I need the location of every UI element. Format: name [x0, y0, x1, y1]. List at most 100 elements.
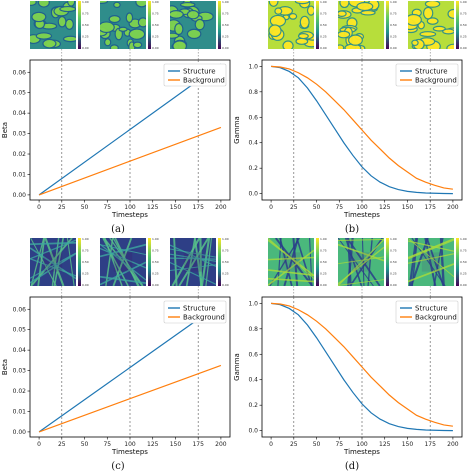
- series-line-background: [271, 65, 453, 190]
- x-tick-label: 200: [447, 204, 459, 211]
- cell-blob: [297, 33, 309, 40]
- subfigure-caption: (a): [111, 224, 125, 235]
- series-line-structure: [271, 65, 453, 195]
- cell-blob: [338, 30, 351, 39]
- colorbar: [456, 1, 459, 49]
- heatmap-thumbnail: 1.00 0.75 0.50 0.25 0.00: [30, 237, 89, 287]
- y-tick-label: 0.03: [13, 368, 27, 375]
- x-tick-label: 75: [335, 441, 343, 448]
- y-tick-label: 0.00: [13, 192, 27, 199]
- thumbnail-shade: [421, 252, 441, 272]
- heatmap-thumbnail: 1.00 0.75 0.50 0.25 0.00: [408, 0, 467, 50]
- colorbar-tick-label: 1.00: [152, 237, 159, 241]
- colorbar-tick-label: 0.75: [152, 12, 159, 16]
- colorbar-tick-label: 0.25: [460, 272, 467, 276]
- cell-blob: [170, 32, 180, 39]
- colorbar-tick-label: 0.50: [222, 23, 229, 27]
- colorbar: [316, 1, 319, 49]
- vessel-line: [178, 238, 210, 286]
- y-tick-label: 0.05: [13, 327, 27, 334]
- colorbar-tick-label: 1.00: [82, 237, 89, 241]
- cell-blob: [186, 28, 202, 40]
- cell-blob: [424, 1, 441, 8]
- thumbnail-content: [268, 1, 314, 49]
- x-tick-label: 150: [402, 441, 414, 448]
- colorbar-tick-label: 0.00: [390, 283, 397, 287]
- legend-label: Structure: [183, 68, 216, 76]
- colorbar-tick-label: 1.00: [82, 0, 89, 4]
- x-tick-label: 150: [402, 204, 414, 211]
- cell-blob: [306, 5, 314, 16]
- x-tick-label: 25: [290, 441, 298, 448]
- cell-blob: [179, 1, 196, 8]
- vessel-line: [410, 238, 429, 286]
- chart-panel-b: 1.000.750.500.250.00 1.000.750.500.250.00…: [233, 0, 467, 235]
- y-tick-label: 0.6: [248, 114, 258, 121]
- y-tick-label: 0.8: [248, 326, 258, 333]
- cell-blob: [137, 17, 146, 28]
- thumbnail-content: [100, 238, 146, 286]
- colorbar-tick-label: 0.00: [320, 46, 327, 50]
- vessel-line: [344, 238, 363, 286]
- y-tick-label: 0.6: [248, 351, 258, 358]
- colorbar-tick-label: 0.25: [82, 272, 89, 276]
- thumbnail-shade: [183, 252, 203, 272]
- y-tick-label: 0.02: [13, 151, 27, 158]
- legend-label: Background: [183, 77, 225, 85]
- cell-blob: [274, 7, 283, 15]
- colorbar-tick-label: 0.75: [390, 12, 397, 16]
- x-tick-label: 25: [290, 204, 298, 211]
- colorbar-tick-label: 0.25: [460, 35, 467, 39]
- colorbar-tick-label: 0.75: [320, 249, 327, 253]
- y-tick-label: 0.2: [248, 165, 258, 172]
- cell-blob: [299, 15, 310, 29]
- vessel-branch: [170, 261, 216, 285]
- colorbar: [456, 238, 459, 286]
- heatmap-thumbnail: 1.00 0.75 0.50 0.25 0.00: [268, 0, 327, 50]
- cell-blob: [186, 9, 200, 20]
- x-tick-label: 25: [58, 441, 66, 448]
- heatmap-thumbnail: 1.00 0.75 0.50 0.25 0.00: [268, 237, 327, 287]
- legend-label: Structure: [415, 68, 448, 76]
- vessel-branch: [30, 241, 76, 246]
- vessel-line: [171, 238, 201, 286]
- vessel-branch: [170, 264, 216, 272]
- heatmap-thumbnail: 1.00 0.75 0.50 0.25 0.00: [100, 0, 159, 50]
- vessel-branch: [408, 253, 454, 264]
- legend-label: Background: [415, 314, 457, 322]
- colorbar-tick-label: 0.50: [390, 260, 397, 264]
- chart-panel-d: 1.000.750.500.250.001.000.750.500.250.00…: [233, 237, 467, 472]
- thumbnail-content: [338, 1, 384, 49]
- colorbar-tick-label: 0.75: [390, 249, 397, 253]
- colorbar-tick-label: 0.50: [82, 23, 89, 27]
- colorbar: [78, 238, 81, 286]
- colorbar-tick-label: 0.75: [460, 12, 467, 16]
- y-tick-label: 0.04: [13, 110, 27, 117]
- vessel-branch: [408, 240, 454, 252]
- legend-label: Background: [183, 314, 225, 322]
- x-tick-label: 150: [170, 204, 182, 211]
- cell-blob: [338, 10, 347, 17]
- vessel-branch: [338, 279, 384, 286]
- cell-blob: [67, 1, 76, 7]
- cell-blob: [411, 39, 419, 47]
- vessel-line: [296, 238, 313, 286]
- cell-blob: [360, 9, 376, 16]
- colorbar-tick-label: 0.25: [82, 35, 89, 39]
- cell-blob: [338, 44, 345, 49]
- colorbar-tick-label: 0.25: [320, 272, 327, 276]
- y-tick-label: 0.2: [248, 402, 258, 409]
- cell-blob: [294, 1, 310, 5]
- legend-label: Structure: [183, 305, 216, 313]
- y-tick-label: 0.02: [13, 388, 27, 395]
- vessel-branch: [30, 252, 76, 279]
- vessel-branch: [100, 243, 146, 281]
- cell-blob: [128, 28, 146, 40]
- vessel-branch: [100, 261, 146, 286]
- y-axis-label: Beta: [1, 359, 9, 375]
- y-tick-label: 0.4: [248, 140, 258, 147]
- cell-blob: [100, 1, 109, 4]
- y-tick-label: 0.01: [13, 171, 27, 178]
